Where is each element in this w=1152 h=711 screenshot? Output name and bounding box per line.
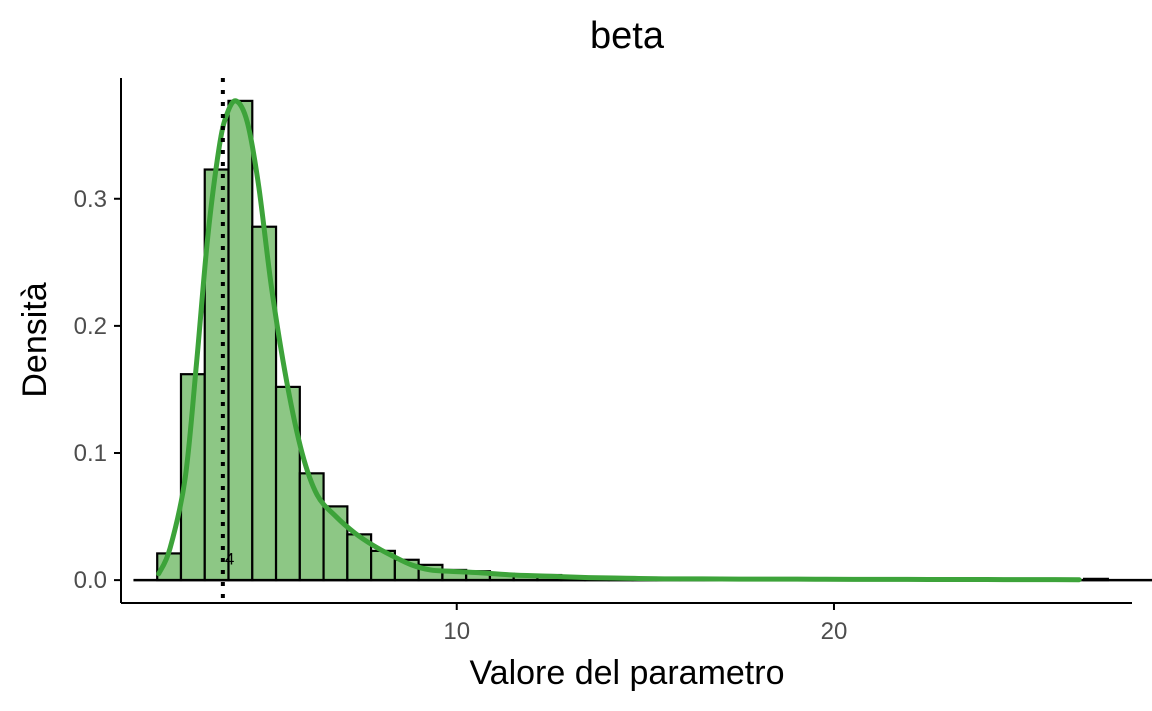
chart-title: beta: [590, 15, 665, 57]
y-tick-label: 0.2: [74, 313, 107, 340]
x-axis: 10 20: [121, 602, 1132, 645]
y-tick-label: 0.3: [74, 186, 107, 213]
y-tick-label: 0.0: [74, 567, 107, 594]
x-axis-ticks: 10 20: [443, 603, 847, 645]
x-axis-title: Valore del parametro: [470, 654, 785, 692]
y-tick-label: 0.1: [74, 440, 107, 467]
y-axis: 0.0 0.1 0.2 0.3: [74, 78, 122, 603]
x-tick-label: 10: [443, 618, 470, 645]
x-tick-label: 20: [821, 618, 848, 645]
histogram-bars: [156, 99, 1109, 582]
y-axis-ticks: 0.0 0.1 0.2 0.3: [74, 186, 121, 594]
reference-line-label: 4: [225, 550, 234, 569]
y-axis-title: Densità: [16, 282, 54, 397]
histogram-bar: [227, 99, 254, 582]
plot-area: 4: [133, 78, 1152, 603]
histogram-bar: [274, 385, 301, 582]
